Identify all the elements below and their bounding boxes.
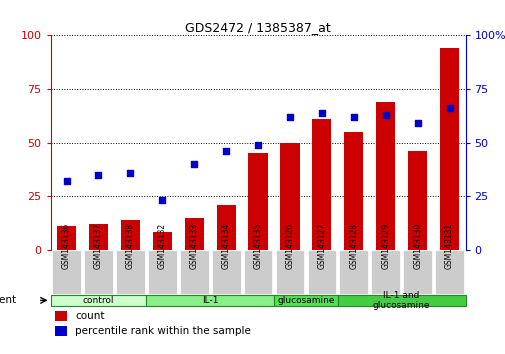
Bar: [375, 102, 394, 250]
Bar: [280, 143, 299, 250]
Text: GSM143126: GSM143126: [285, 223, 294, 269]
Bar: [216, 205, 235, 250]
Text: agent: agent: [0, 295, 17, 306]
Text: GSM143128: GSM143128: [348, 223, 358, 269]
Text: GSM143130: GSM143130: [412, 223, 421, 269]
Text: percentile rank within the sample: percentile rank within the sample: [75, 326, 251, 336]
FancyBboxPatch shape: [52, 250, 81, 293]
Bar: [55, 326, 67, 336]
FancyBboxPatch shape: [243, 250, 272, 293]
Text: IL-1: IL-1: [201, 296, 218, 305]
Bar: [439, 48, 458, 250]
Text: GSM143133: GSM143133: [189, 223, 198, 269]
Point: [222, 148, 230, 154]
FancyBboxPatch shape: [402, 250, 431, 293]
Text: glucosamine: glucosamine: [277, 296, 334, 305]
Point: [63, 178, 71, 184]
FancyBboxPatch shape: [275, 250, 304, 293]
FancyBboxPatch shape: [50, 295, 146, 306]
Text: GSM143131: GSM143131: [444, 223, 453, 269]
Point: [254, 142, 262, 148]
FancyBboxPatch shape: [147, 250, 176, 293]
Point: [444, 105, 452, 111]
Bar: [407, 151, 426, 250]
Bar: [57, 226, 76, 250]
Point: [158, 198, 166, 203]
FancyBboxPatch shape: [274, 295, 337, 306]
Point: [190, 161, 198, 167]
FancyBboxPatch shape: [307, 250, 336, 293]
Point: [317, 110, 325, 115]
Bar: [55, 311, 67, 321]
FancyBboxPatch shape: [434, 250, 463, 293]
Text: GSM143127: GSM143127: [317, 223, 326, 269]
Point: [126, 170, 134, 175]
FancyBboxPatch shape: [371, 250, 399, 293]
Text: count: count: [75, 311, 105, 321]
Text: control: control: [82, 296, 114, 305]
Point: [349, 114, 357, 120]
FancyBboxPatch shape: [179, 250, 208, 293]
Text: GSM143129: GSM143129: [380, 223, 389, 269]
Point: [94, 172, 103, 177]
Point: [381, 112, 389, 118]
Text: GSM143136: GSM143136: [62, 223, 71, 269]
FancyBboxPatch shape: [212, 250, 240, 293]
Bar: [121, 219, 140, 250]
Bar: [312, 119, 331, 250]
FancyBboxPatch shape: [84, 250, 113, 293]
Bar: [89, 224, 108, 250]
FancyBboxPatch shape: [339, 250, 368, 293]
Text: GSM143132: GSM143132: [158, 223, 167, 269]
Title: GDS2472 / 1385387_at: GDS2472 / 1385387_at: [185, 21, 330, 34]
Text: GSM143134: GSM143134: [221, 223, 230, 269]
FancyBboxPatch shape: [116, 250, 144, 293]
Text: GSM143138: GSM143138: [126, 223, 135, 269]
Bar: [184, 217, 204, 250]
Text: IL-1 and
glucosamine: IL-1 and glucosamine: [372, 291, 430, 310]
FancyBboxPatch shape: [146, 295, 274, 306]
Bar: [248, 153, 267, 250]
Text: GSM143137: GSM143137: [94, 223, 103, 269]
Bar: [343, 132, 363, 250]
Text: GSM143135: GSM143135: [253, 223, 262, 269]
Bar: [153, 233, 172, 250]
FancyBboxPatch shape: [337, 295, 465, 306]
Point: [413, 120, 421, 126]
Point: [285, 114, 293, 120]
